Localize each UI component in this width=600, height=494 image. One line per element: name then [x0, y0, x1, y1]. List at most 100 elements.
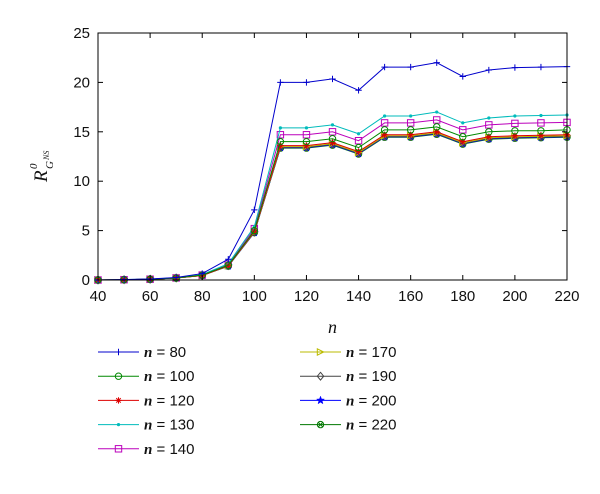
legend-item: n = 190 [300, 368, 396, 385]
data-point [459, 126, 467, 134]
legend-marker [116, 423, 121, 427]
legend-label-variable: n [144, 442, 152, 458]
legend-label-variable: n [346, 418, 354, 434]
data-point [250, 226, 259, 235]
legend-label: n = 200 [346, 392, 396, 409]
data-point [354, 143, 363, 152]
data-point [278, 126, 282, 130]
plot-area [93, 59, 572, 285]
legend-label: n = 130 [144, 417, 194, 434]
legend-item: n = 100 [98, 368, 194, 385]
x-tick-label: 200 [502, 288, 527, 305]
data-point [329, 75, 336, 83]
data-point [459, 133, 467, 141]
data-point [407, 63, 414, 71]
legend-marker [316, 347, 325, 357]
legend-label: n = 100 [144, 368, 194, 385]
data-point [251, 206, 258, 214]
data-point [94, 275, 102, 285]
x-tick-label: 100 [242, 288, 267, 305]
legend-label-variable: n [144, 369, 152, 385]
x-tick-label: 120 [294, 288, 319, 305]
data-point [303, 142, 310, 149]
legend-label-value: = 140 [152, 441, 194, 458]
data-point [459, 138, 466, 145]
data-point [433, 128, 440, 135]
legend-label-variable: n [144, 345, 152, 361]
data-point [461, 121, 465, 125]
legend-label-variable: n [346, 369, 354, 385]
data-point [406, 126, 415, 134]
series-line [97, 132, 568, 281]
legend-label-value: = 220 [354, 417, 396, 434]
y-axis-title-main: R [31, 170, 52, 183]
data-point [406, 119, 415, 127]
x-tick-label: 220 [554, 288, 579, 305]
legend-label-variable: n [144, 418, 152, 434]
data-point [380, 119, 389, 127]
legend-label-value: = 170 [354, 344, 396, 361]
legend-label-value: = 130 [152, 417, 194, 434]
legend-marker [316, 371, 325, 381]
y-tick-label: 15 [73, 124, 90, 141]
data-point [302, 131, 311, 139]
series-8 [94, 130, 571, 284]
x-tick-label: 60 [142, 288, 159, 305]
x-tick-label: 140 [346, 288, 371, 305]
series-line [97, 62, 568, 281]
y-tick-label: 5 [82, 223, 90, 240]
data-point [380, 126, 389, 134]
data-point [511, 119, 519, 128]
legend-label: n = 220 [346, 417, 396, 434]
series-line [97, 133, 568, 281]
series-0 [94, 59, 571, 284]
legend-marker [114, 445, 123, 453]
series-line [97, 133, 568, 281]
data-point [328, 128, 337, 136]
legend-label: n = 120 [144, 392, 194, 409]
data-point [537, 127, 545, 135]
legend-item: n = 140 [98, 441, 194, 458]
data-point [433, 59, 440, 66]
data-point [304, 126, 309, 130]
data-point [485, 128, 493, 136]
data-point [485, 133, 493, 140]
axes: 40 60 80 100 120 140 160 180 200 2200510152025nR0… [28, 25, 580, 337]
legend-label: n = 170 [346, 344, 396, 361]
data-point [511, 127, 519, 135]
x-axis-title: n [328, 317, 337, 337]
series-2 [94, 128, 571, 284]
data-point [251, 228, 258, 235]
data-point [513, 114, 517, 118]
data-point [511, 64, 519, 71]
data-point [409, 114, 413, 118]
legend-label-value: = 120 [152, 392, 194, 409]
legend-marker [115, 397, 122, 404]
legend-item: n = 80 [98, 344, 186, 361]
data-point [276, 131, 285, 139]
data-point [539, 113, 543, 118]
legend-label-variable: n [346, 393, 354, 409]
legend-marker [315, 395, 326, 405]
data-point [355, 148, 362, 155]
series-line [97, 132, 568, 281]
data-point [276, 137, 285, 146]
legend-marker [114, 372, 123, 380]
y-tick-label: 25 [73, 25, 90, 42]
series-6 [94, 128, 571, 285]
data-point [487, 116, 491, 120]
data-point [407, 131, 414, 138]
series-7 [93, 128, 572, 284]
x-tick-label: 160 [398, 288, 423, 305]
data-point [225, 256, 232, 263]
data-point [433, 123, 441, 131]
data-point [383, 114, 387, 118]
data-point [354, 136, 363, 145]
data-point [328, 135, 337, 143]
legend-item: n = 200 [300, 392, 396, 409]
legend-item: n = 170 [300, 344, 396, 361]
series-line [97, 126, 568, 281]
data-point [302, 137, 311, 146]
legend-label-value: = 200 [354, 392, 396, 409]
